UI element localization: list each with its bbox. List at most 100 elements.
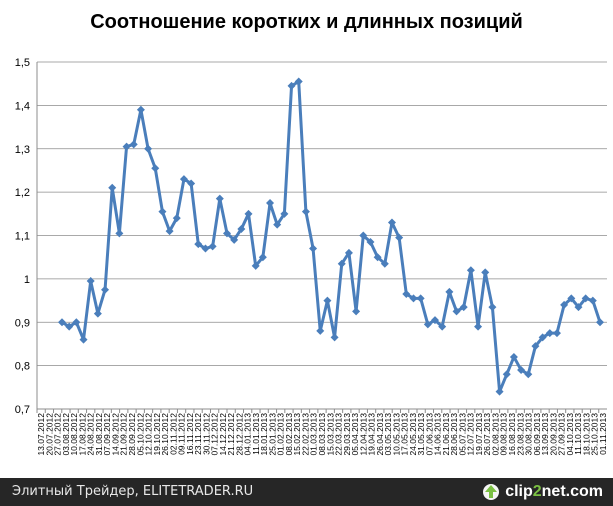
data-point (545, 329, 554, 338)
data-point (72, 318, 81, 327)
data-point (273, 220, 282, 229)
data-point (165, 227, 174, 236)
y-tick-labels: 0,7 0,8 0,9 1 1,1 1,2 1,3 1,4 1,5 (15, 57, 30, 416)
chart-title: Соотношение коротких и длинных позиций (90, 11, 523, 33)
x-tick-label: 14.09.2012 (110, 413, 120, 456)
x-tick-label: 22.03.2013 (334, 413, 344, 456)
data-point (115, 229, 124, 238)
x-tick-label: 01.03.2013 (309, 413, 319, 456)
x-tick-label: 30.08.2013 (524, 413, 534, 456)
x-tick-label: 26.04.2013 (375, 413, 385, 456)
data-point (244, 209, 253, 218)
x-tick-label: 30.11.2012 (201, 413, 211, 455)
x-tick-label: 10.05.2013 (391, 413, 401, 456)
data-point (552, 329, 561, 338)
data-point (122, 142, 131, 151)
x-tick-label: 28.06.2013 (449, 413, 459, 456)
data-point (230, 235, 239, 244)
data-point (144, 144, 153, 153)
data-point (438, 322, 447, 331)
data-point (538, 333, 547, 342)
data-point (373, 253, 382, 262)
x-tick-label: 08.02.2013 (284, 413, 294, 456)
x-tick-label: 16.11.2012 (185, 413, 195, 455)
data-point (258, 253, 267, 262)
logo-text-suffix: net.com (541, 483, 603, 500)
x-tick-label: 16.08.2013 (507, 413, 517, 456)
data-point (316, 326, 325, 335)
chart-plot: 0,70,80,911,11,21,31,41,5 13.07.201220.0… (15, 57, 608, 456)
x-tick-label: 02.11.2012 (168, 413, 178, 455)
data-point (488, 303, 497, 312)
data-point (237, 224, 246, 233)
footer-credit: Элитный Трейдер, ELITETRADER.RU (12, 484, 254, 499)
data-point (560, 300, 569, 309)
data-point (366, 238, 375, 247)
x-tick-label: 12.10.2012 (144, 413, 154, 456)
x-tick-label: 15.02.2013 (292, 413, 302, 456)
x-tick-label: 11.10.2013 (573, 413, 583, 455)
x-tick-label: 19.04.2013 (367, 413, 377, 456)
data-point (151, 164, 160, 173)
x-tick-label: 24.05.2013 (408, 413, 418, 456)
data-point (251, 261, 260, 270)
data-point (309, 244, 318, 253)
data-point (280, 209, 289, 218)
data-point (402, 290, 411, 299)
x-tick-label: 23.11.2012 (193, 413, 203, 455)
x-tick-label: 03.08.2012 (61, 413, 71, 456)
data-point (172, 214, 181, 223)
data-point (596, 318, 604, 327)
data-point (459, 303, 468, 312)
footer-bar: Элитный Трейдер, ELITETRADER.RU clip2net… (0, 478, 613, 506)
x-tick-label: 01.02.2013 (276, 413, 286, 456)
x-tick-label: 29.03.2013 (342, 413, 352, 456)
data-point (509, 352, 518, 361)
data-point (416, 294, 425, 303)
data-point (380, 259, 389, 268)
x-tick-label: 17.05.2013 (400, 413, 410, 456)
data-point (93, 309, 102, 318)
data-point (129, 140, 138, 149)
x-tick-label: 21.09.2012 (119, 413, 129, 456)
data-point (222, 229, 231, 238)
data-point (187, 179, 196, 188)
y-tick-label: 0,9 (15, 317, 30, 329)
x-tick-label: 19.10.2012 (152, 413, 162, 456)
data-point (445, 287, 454, 296)
data-point (517, 365, 526, 374)
data-point (215, 194, 224, 203)
x-tick-label: 19.07.2013 (474, 413, 484, 456)
data-point (323, 296, 332, 305)
y-tick-label: 0,8 (15, 361, 30, 373)
data-point (588, 296, 597, 305)
x-tick-label: 21.06.2013 (441, 413, 451, 456)
data-point (301, 207, 310, 216)
x-tick-label: 08.03.2013 (317, 413, 327, 456)
data-point (86, 277, 95, 286)
data-point (344, 248, 353, 257)
data-point (101, 285, 110, 294)
data-point (452, 307, 461, 316)
x-tick-label: 11.01.2013 (251, 413, 261, 455)
x-tick-label: 14.12.2012 (218, 413, 228, 456)
data-point (423, 320, 432, 329)
data-point (359, 231, 368, 240)
x-tick-label: 05.10.2012 (135, 413, 145, 456)
x-tick-label: 01.11.2013 (598, 413, 608, 455)
data-point (387, 218, 396, 227)
x-tick-label: 31.08.2012 (94, 413, 104, 456)
x-tick-label: 21.12.2012 (226, 413, 236, 456)
data-point (352, 307, 361, 316)
x-tick-label: 12.07.2013 (466, 413, 476, 456)
x-tick-label: 26.10.2012 (160, 413, 170, 456)
data-point (108, 183, 117, 192)
data-point (395, 233, 404, 242)
data-point (474, 322, 483, 331)
axes (36, 62, 607, 413)
data-point (531, 342, 540, 351)
upload-arrow-icon (483, 484, 500, 500)
y-tick-label: 1,5 (15, 57, 30, 69)
data-point (58, 318, 66, 327)
clip2net-logo: clip2net.com (481, 481, 603, 503)
